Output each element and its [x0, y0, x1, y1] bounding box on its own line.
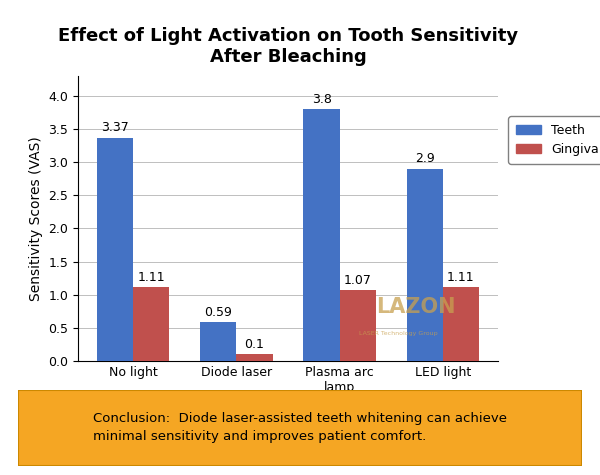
Text: LASER Technology Group: LASER Technology Group	[359, 332, 438, 336]
Title: Effect of Light Activation on Tooth Sensitivity
After Bleaching: Effect of Light Activation on Tooth Sens…	[58, 27, 518, 66]
Bar	[133, 287, 169, 361]
Bar	[200, 322, 236, 361]
Text: 2.9: 2.9	[415, 152, 434, 165]
Bar	[443, 287, 479, 361]
Y-axis label: Sensitivity Scores (VAS): Sensitivity Scores (VAS)	[29, 136, 43, 301]
Bar	[304, 109, 340, 361]
Legend: Teeth, Gingiva: Teeth, Gingiva	[508, 116, 600, 164]
Text: 0.1: 0.1	[245, 338, 265, 351]
Text: 1.07: 1.07	[344, 274, 371, 287]
Text: 3.37: 3.37	[101, 121, 129, 134]
Text: Conclusion:  Diode laser-assisted teeth whitening can achieve
minimal sensitivit: Conclusion: Diode laser-assisted teeth w…	[93, 412, 507, 443]
Text: 3.8: 3.8	[311, 93, 331, 106]
Text: 1.11: 1.11	[447, 271, 475, 284]
Bar	[407, 169, 443, 361]
Bar	[340, 290, 376, 361]
Bar	[236, 354, 272, 361]
Text: 1.11: 1.11	[137, 271, 165, 284]
Bar	[97, 138, 133, 361]
Text: 0.59: 0.59	[205, 305, 232, 319]
Text: LAZON: LAZON	[376, 296, 456, 316]
